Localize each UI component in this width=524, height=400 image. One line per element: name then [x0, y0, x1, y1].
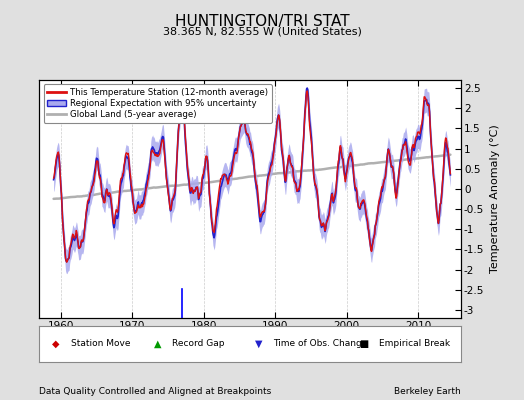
- Legend: This Temperature Station (12-month average), Regional Expectation with 95% uncer: This Temperature Station (12-month avera…: [43, 84, 272, 122]
- Text: ▼: ▼: [255, 339, 263, 349]
- Y-axis label: Temperature Anomaly (°C): Temperature Anomaly (°C): [490, 125, 500, 273]
- Text: HUNTINGTON/TRI STAT: HUNTINGTON/TRI STAT: [174, 14, 350, 29]
- Text: ▲: ▲: [154, 339, 161, 349]
- Text: 38.365 N, 82.555 W (United States): 38.365 N, 82.555 W (United States): [162, 26, 362, 36]
- Text: Record Gap: Record Gap: [172, 340, 225, 348]
- Text: Station Move: Station Move: [71, 340, 130, 348]
- Text: ■: ■: [359, 339, 369, 349]
- Text: ◆: ◆: [52, 339, 60, 349]
- Text: Time of Obs. Change: Time of Obs. Change: [274, 340, 368, 348]
- Text: Empirical Break: Empirical Break: [379, 340, 450, 348]
- Text: Data Quality Controlled and Aligned at Breakpoints: Data Quality Controlled and Aligned at B…: [39, 387, 271, 396]
- Text: Berkeley Earth: Berkeley Earth: [395, 387, 461, 396]
